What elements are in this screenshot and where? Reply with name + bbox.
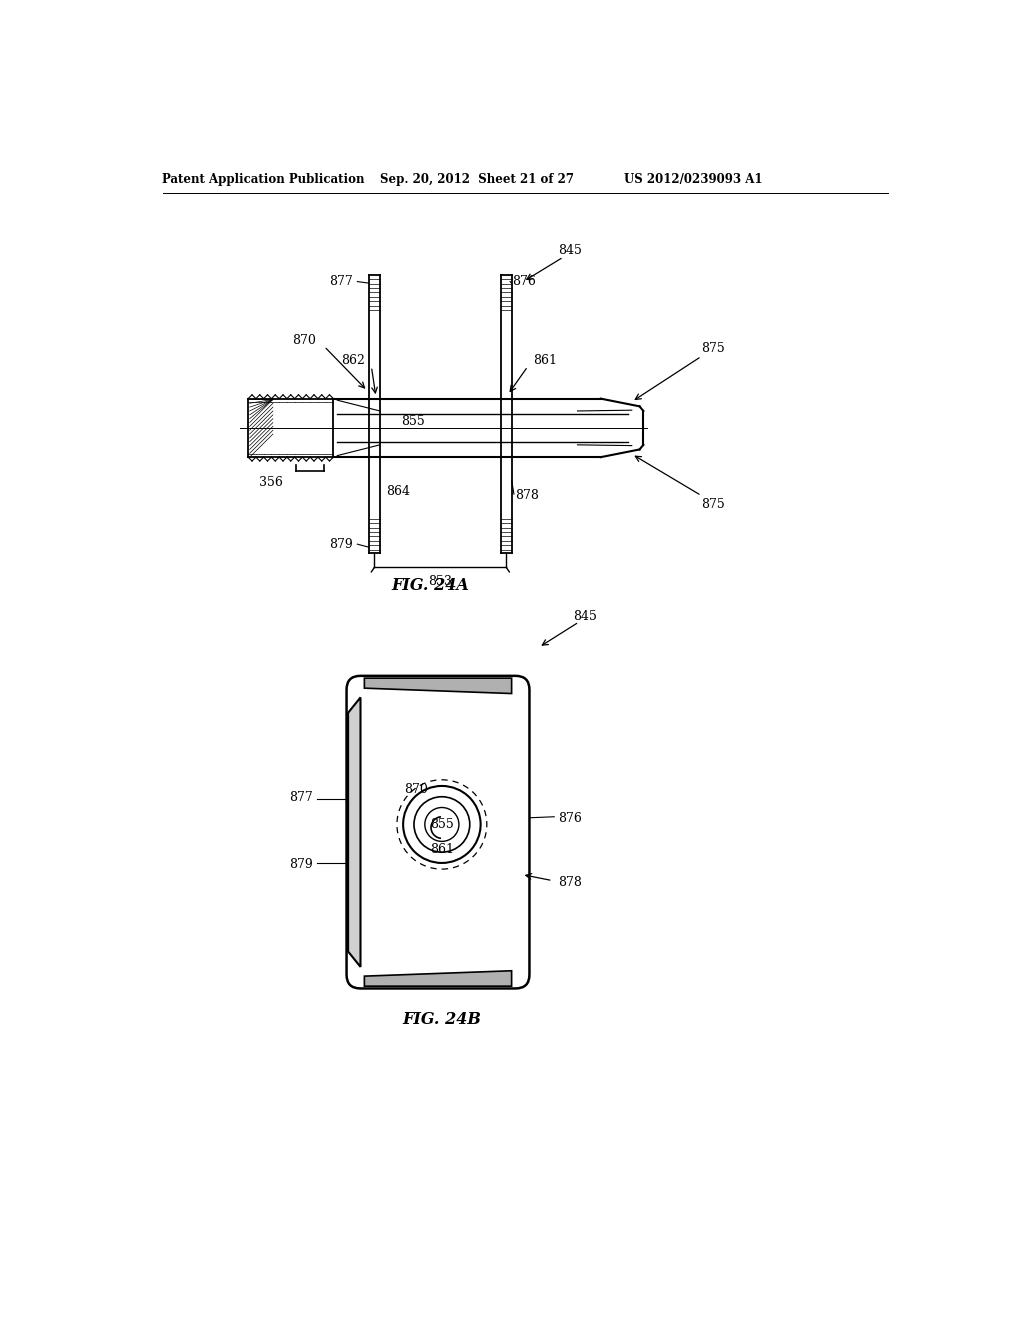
Text: 876: 876 [512,275,537,288]
Text: 875: 875 [701,499,725,511]
Text: FIG. 24A: FIG. 24A [391,577,469,594]
Text: US 2012/0239093 A1: US 2012/0239093 A1 [625,173,763,186]
Text: 853: 853 [428,574,453,587]
Text: 877: 877 [289,791,312,804]
Text: 855: 855 [401,416,425,428]
Text: 879: 879 [329,537,352,550]
Text: 862: 862 [341,354,366,367]
Text: 879: 879 [289,858,312,871]
Text: 845: 845 [558,244,582,257]
Text: 861: 861 [534,354,557,367]
Polygon shape [365,678,512,693]
Text: 870: 870 [404,783,428,796]
Text: 878: 878 [558,875,582,888]
Text: 876: 876 [558,812,582,825]
Text: 855: 855 [430,818,454,832]
Text: Patent Application Publication: Patent Application Publication [163,173,365,186]
Text: 864: 864 [386,486,410,499]
Text: 356: 356 [259,477,284,490]
Text: 845: 845 [573,610,597,623]
FancyBboxPatch shape [346,676,529,989]
Text: 877: 877 [329,275,352,288]
Text: Sep. 20, 2012  Sheet 21 of 27: Sep. 20, 2012 Sheet 21 of 27 [380,173,573,186]
Polygon shape [365,970,512,986]
Text: 870: 870 [293,334,316,347]
Text: 878: 878 [515,490,540,502]
Text: 875: 875 [701,342,725,355]
Polygon shape [348,697,360,966]
Text: 861: 861 [430,842,454,855]
Text: FIG. 24B: FIG. 24B [402,1011,481,1028]
